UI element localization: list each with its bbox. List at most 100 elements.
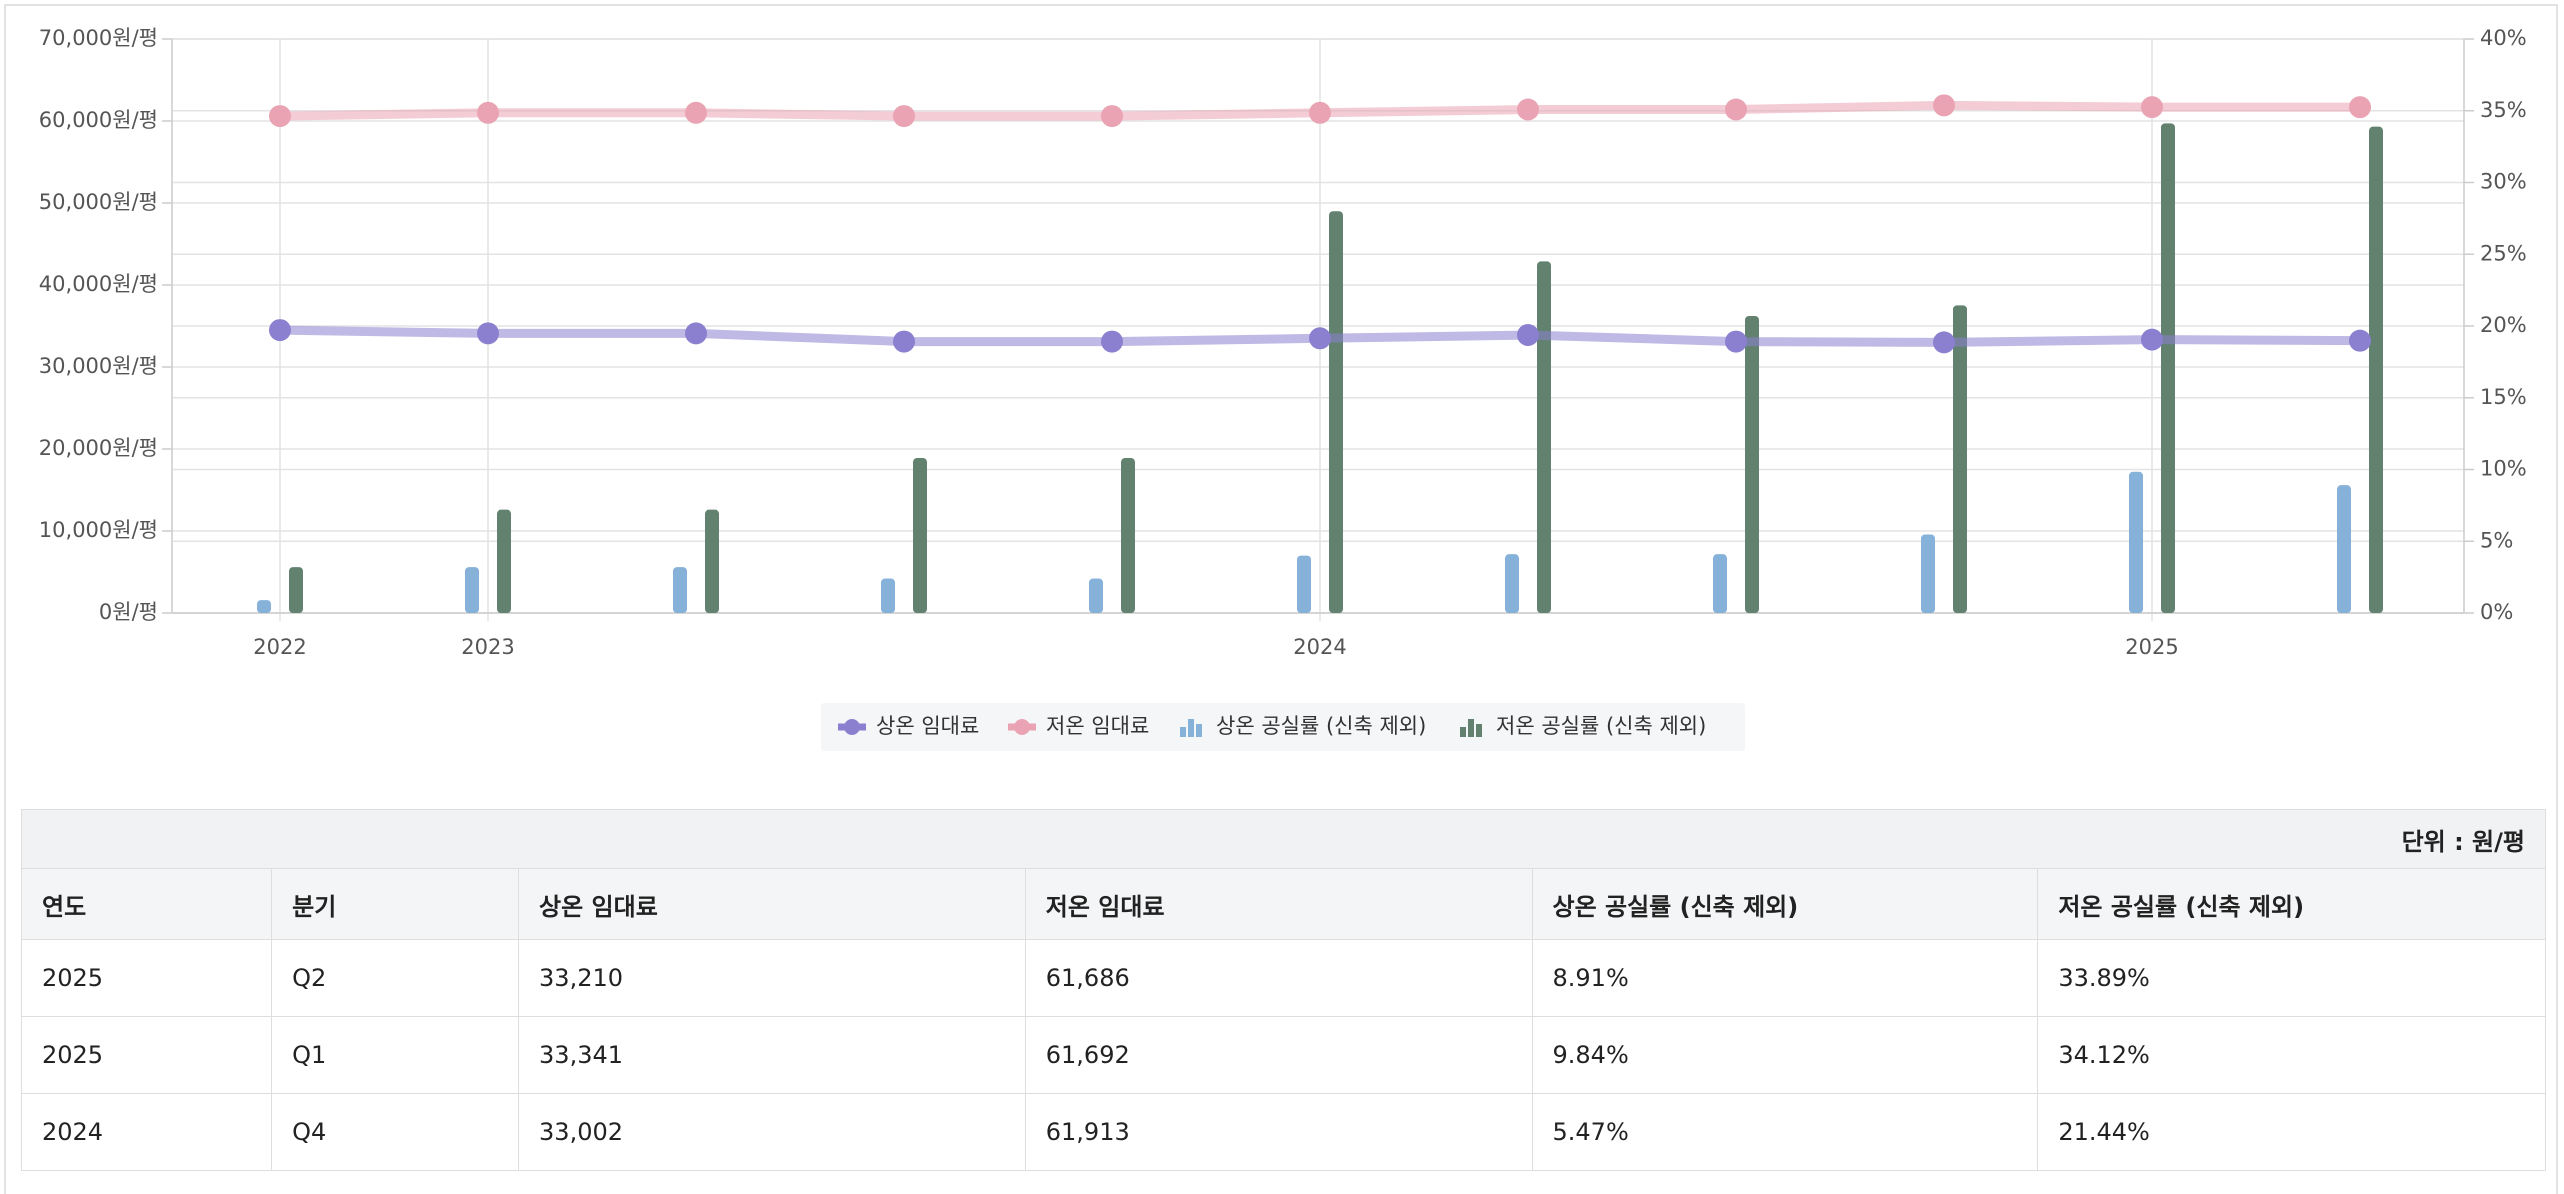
bar — [1089, 578, 1103, 613]
table-cell: 34.12% — [2037, 1016, 2546, 1094]
legend-box — [821, 703, 1745, 751]
legend-icon — [1196, 724, 1202, 737]
bar — [1537, 261, 1551, 613]
column-header: 연도 — [20, 868, 273, 940]
point — [2141, 96, 2163, 119]
point — [685, 322, 707, 345]
legend-icon — [1476, 724, 1482, 737]
table-row: 2024 Q4 33,002 61,913 5.47% 21.44% — [20, 1093, 2546, 1171]
y2-tick-label: 20% — [2480, 313, 2527, 337]
y-tick-label: 60,000원/평 — [39, 108, 158, 132]
bar — [497, 509, 511, 613]
y-tick-label: 30,000원/평 — [39, 354, 158, 378]
legend-icon — [1180, 727, 1186, 737]
y-tick-label: 20,000원/평 — [39, 436, 158, 460]
data-table: 단위 : 원/평 연도 분기 상온 임대료 저온 임대료 상온 공실률 (신축 제외) 저온… — [20, 809, 2546, 1171]
column-header: 상온 공실률 (신축 제외) — [1531, 868, 2039, 940]
table-cell: Q1 — [271, 1016, 520, 1094]
legend-label: 상온 공실률 (신축 제외) — [1216, 714, 1426, 738]
bar — [705, 509, 719, 613]
point — [1309, 327, 1331, 350]
table-cell: 9.84% — [1531, 1016, 2039, 1094]
x-tick-label: 2022 — [253, 635, 306, 659]
table-cell: 33,341 — [518, 1016, 1026, 1094]
bar — [1297, 555, 1311, 613]
point — [477, 101, 499, 124]
table-row: 2025 Q1 33,341 61,692 9.84% 34.12% — [20, 1016, 2546, 1094]
point — [1725, 330, 1747, 353]
x-tick-label: 2024 — [1293, 635, 1346, 659]
table-row: 2025 Q2 33,210 61,686 8.91% 33.89% — [20, 939, 2546, 1017]
bar — [1713, 554, 1727, 613]
y-tick-label: 70,000원/평 — [39, 26, 158, 50]
table-cell: 61,913 — [1024, 1093, 1533, 1171]
column-header: 저온 임대료 — [1024, 868, 1533, 940]
bar — [465, 567, 479, 613]
point — [2349, 329, 2371, 352]
table-cell: 2025 — [20, 1016, 273, 1094]
point — [2141, 328, 2163, 351]
point — [269, 319, 291, 342]
table-cell: 2024 — [20, 1093, 273, 1171]
table-cell: 61,692 — [1024, 1016, 1533, 1094]
y2-tick-label: 25% — [2480, 241, 2527, 265]
bar — [2337, 485, 2351, 613]
bar — [1329, 211, 1343, 613]
bar — [2129, 471, 2143, 613]
table-cell: Q4 — [271, 1093, 520, 1171]
point — [1933, 94, 1955, 117]
point — [1517, 98, 1539, 121]
point — [893, 105, 915, 128]
bar — [1953, 305, 1967, 613]
bar — [1121, 458, 1135, 613]
table-cell: 2025 — [20, 939, 273, 1017]
table-cell: 33.89% — [2037, 939, 2546, 1017]
table-cell: 33,002 — [518, 1093, 1026, 1171]
chart: 2022 2023 2024 2025 0원/평 10,000원/평 20,000원/평 30… — [38, 26, 2527, 751]
unit-label: 단위 : 원/평 — [21, 809, 2546, 869]
point — [269, 105, 291, 128]
point — [1309, 101, 1331, 124]
legend-label: 저온 공실률 (신축 제외) — [1496, 714, 1706, 738]
column-header: 상온 임대료 — [518, 868, 1026, 940]
point — [685, 101, 707, 124]
legend-icon — [1188, 719, 1194, 737]
point — [1725, 98, 1747, 121]
bar — [2161, 123, 2175, 614]
point — [1517, 324, 1539, 347]
bar — [1505, 554, 1519, 613]
bar — [881, 578, 895, 613]
y-tick-label: 0원/평 — [99, 600, 158, 624]
y-tick-label: 50,000원/평 — [39, 190, 158, 214]
legend-icon — [1460, 727, 1466, 737]
y-tick-label: 40,000원/평 — [39, 272, 158, 296]
table-cell: 21.44% — [2037, 1093, 2546, 1171]
bar — [289, 567, 303, 613]
bar — [257, 600, 271, 613]
y2-tick-label: 5% — [2480, 528, 2513, 552]
header-row: 연도 분기 상온 임대료 저온 임대료 상온 공실률 (신축 제외) 저온 공실률 (신축… — [20, 868, 2546, 940]
frame — [4, 4, 2558, 1194]
y2-tick-label: 10% — [2480, 457, 2527, 481]
point — [1101, 330, 1123, 353]
point — [1101, 105, 1123, 128]
y2-tick-label: 35% — [2480, 98, 2527, 122]
bar — [913, 458, 927, 613]
legend-icon — [1468, 719, 1474, 737]
column-header: 저온 공실률 (신축 제외) — [2037, 868, 2546, 940]
bar — [1745, 315, 1759, 613]
bar — [673, 567, 687, 613]
bar — [1921, 534, 1935, 613]
legend-label: 상온 임대료 — [876, 714, 979, 738]
y2-tick-label: 0% — [2480, 600, 2513, 624]
legend-label: 저온 임대료 — [1046, 714, 1149, 738]
legend-icon — [844, 719, 860, 735]
y2-tick-label: 30% — [2480, 170, 2527, 194]
bar — [2369, 126, 2383, 613]
column-header: 분기 — [271, 868, 520, 940]
point — [477, 322, 499, 345]
x-tick-label: 2023 — [461, 635, 514, 659]
unit-row: 단위 : 원/평 — [21, 809, 2546, 869]
y2-tick-label: 40% — [2480, 26, 2527, 50]
